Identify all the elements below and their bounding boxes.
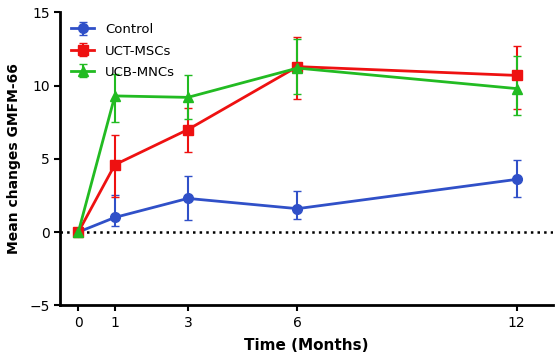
X-axis label: Time (Months): Time (Months) — [244, 338, 369, 353]
Y-axis label: Mean changes GMFM-66: Mean changes GMFM-66 — [7, 63, 21, 254]
Legend: Control, UCT-MSCs, UCB-MNCs: Control, UCT-MSCs, UCB-MNCs — [67, 19, 179, 83]
